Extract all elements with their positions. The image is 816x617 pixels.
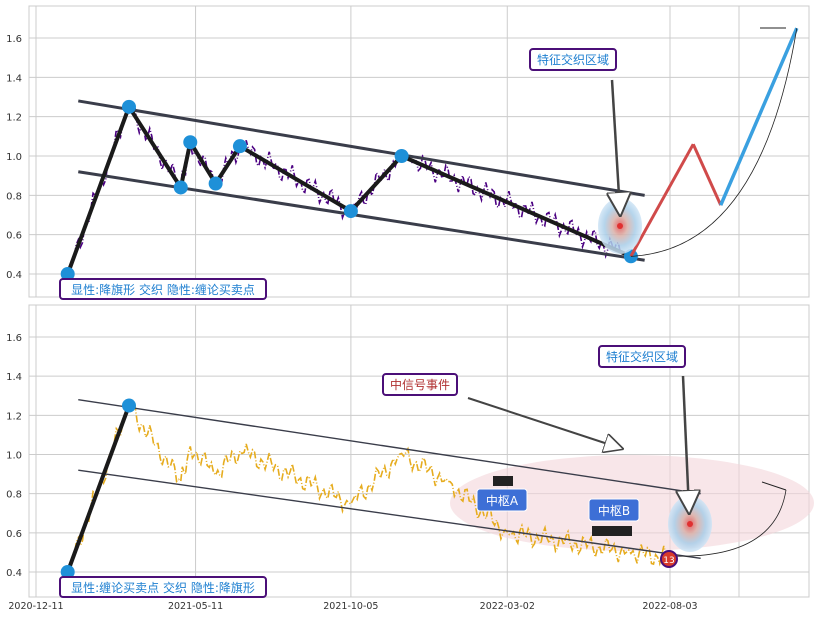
- zone-core: [617, 223, 623, 229]
- bottom-flag-channel: [78, 398, 701, 559]
- zone-arrow: [612, 79, 620, 212]
- pivot-point: [208, 176, 223, 191]
- bottom-feature-zone: [467, 375, 787, 557]
- x-tick-label: 2020-12-11: [8, 601, 63, 612]
- zone-core: [687, 521, 693, 527]
- projection-leg-final: [719, 27, 799, 206]
- x-tick-label: 2021-10-05: [323, 601, 378, 612]
- bottom-bottom-label-box: 显性:缠论买卖点 交织 隐性:降旗形: [59, 576, 267, 598]
- zigzag-path: [65, 404, 131, 573]
- top-panel-grid: [29, 6, 809, 297]
- channel-line: [78, 398, 701, 495]
- y-tick-label: 0.8: [6, 191, 22, 202]
- top-flag-channel: [78, 99, 645, 262]
- top-bottom-label-box: 显性:降旗形 交织 隐性:缠论买卖点: [59, 278, 267, 300]
- y-tick-label: 1.0: [6, 451, 22, 462]
- x-tick-label: 2022-08-03: [642, 601, 697, 612]
- y-tick-label: 1.2: [6, 113, 22, 124]
- bottom-pivot-boxes: [493, 476, 632, 536]
- projection-leg-up: [629, 143, 695, 258]
- bottom-price-series: [66, 402, 669, 573]
- bottom-zigzag-line: [65, 404, 131, 573]
- y-tick-label: 1.0: [6, 152, 22, 163]
- top-zone-label: 特征交织区域: [537, 52, 609, 67]
- bottom-bottom-label: 显性:缠论买卖点 交织 隐性:降旗形: [71, 580, 255, 595]
- channel-line: [78, 170, 645, 262]
- pivot-box-b: [592, 526, 632, 536]
- price-line: [66, 402, 669, 573]
- y-tick-label: 0.8: [6, 490, 22, 501]
- projection-arc: [668, 489, 787, 557]
- x-tick-label: 2022-03-02: [480, 601, 535, 612]
- bottom-zone-label-box: 特征交织区域: [598, 345, 686, 368]
- pivot-point: [121, 99, 136, 114]
- bottom-zone-label: 特征交织区域: [606, 349, 678, 364]
- pivot-point: [343, 204, 358, 219]
- signal-label-box: 中信号事件: [382, 373, 458, 396]
- top-zone-label-box: 特征交织区域: [529, 48, 617, 71]
- y-tick-label: 0.4: [6, 270, 22, 281]
- top-bottom-label: 显性:降旗形 交织 隐性:缠论买卖点: [71, 282, 255, 297]
- pivot-point: [183, 135, 198, 150]
- top-projection: [629, 27, 799, 258]
- pivot-box-a: [493, 476, 513, 486]
- projection-arc: [630, 28, 798, 257]
- pivot-point: [232, 139, 247, 154]
- pivot-a-box: 中枢A: [476, 488, 528, 512]
- bottom-pivot-points: [60, 398, 136, 579]
- top-y-axis: 0.4 0.6 0.8 1.0 1.2 1.4 1.6: [6, 34, 22, 281]
- y-tick-label: 1.6: [6, 34, 22, 45]
- pivot-a-label: 中枢A: [486, 493, 519, 508]
- pivot-point: [394, 149, 409, 163]
- signal-marker-number: 13: [663, 556, 674, 566]
- x-tick-label: 2021-05-11: [168, 601, 223, 612]
- y-tick-label: 1.6: [6, 333, 22, 344]
- pivot-point: [173, 180, 188, 195]
- signal-marker: 13: [660, 550, 678, 568]
- zone-arrow: [683, 375, 689, 510]
- y-tick-label: 1.2: [6, 411, 22, 422]
- pivot-point: [121, 398, 136, 413]
- bottom-y-axis: 0.4 0.6 0.8 1.0 1.2 1.4 1.6: [6, 333, 22, 579]
- top-panel-frame: [28, 5, 810, 298]
- signal-label: 中信号事件: [390, 377, 450, 392]
- channel-line: [78, 99, 645, 197]
- signal-arrow: [467, 397, 620, 448]
- channel-line: [78, 469, 701, 559]
- y-tick-label: 0.6: [6, 529, 22, 540]
- top-feature-zone: [598, 79, 642, 254]
- y-tick-label: 0.4: [6, 568, 22, 579]
- pivot-point: [60, 267, 75, 281]
- x-axis: 2020-12-11 2021-05-11 2021-10-05 2022-03-02…: [8, 601, 697, 612]
- pivot-b-label: 中枢B: [598, 503, 630, 518]
- projection-leg-down: [691, 143, 723, 206]
- pivot-point: [60, 565, 75, 579]
- pivot-b-box: 中枢B: [588, 498, 640, 522]
- y-tick-label: 1.4: [6, 372, 22, 383]
- y-tick-label: 1.4: [6, 73, 22, 84]
- y-tick-label: 0.6: [6, 231, 22, 242]
- target-cap: [761, 481, 787, 491]
- top-pivot-points: [60, 99, 638, 281]
